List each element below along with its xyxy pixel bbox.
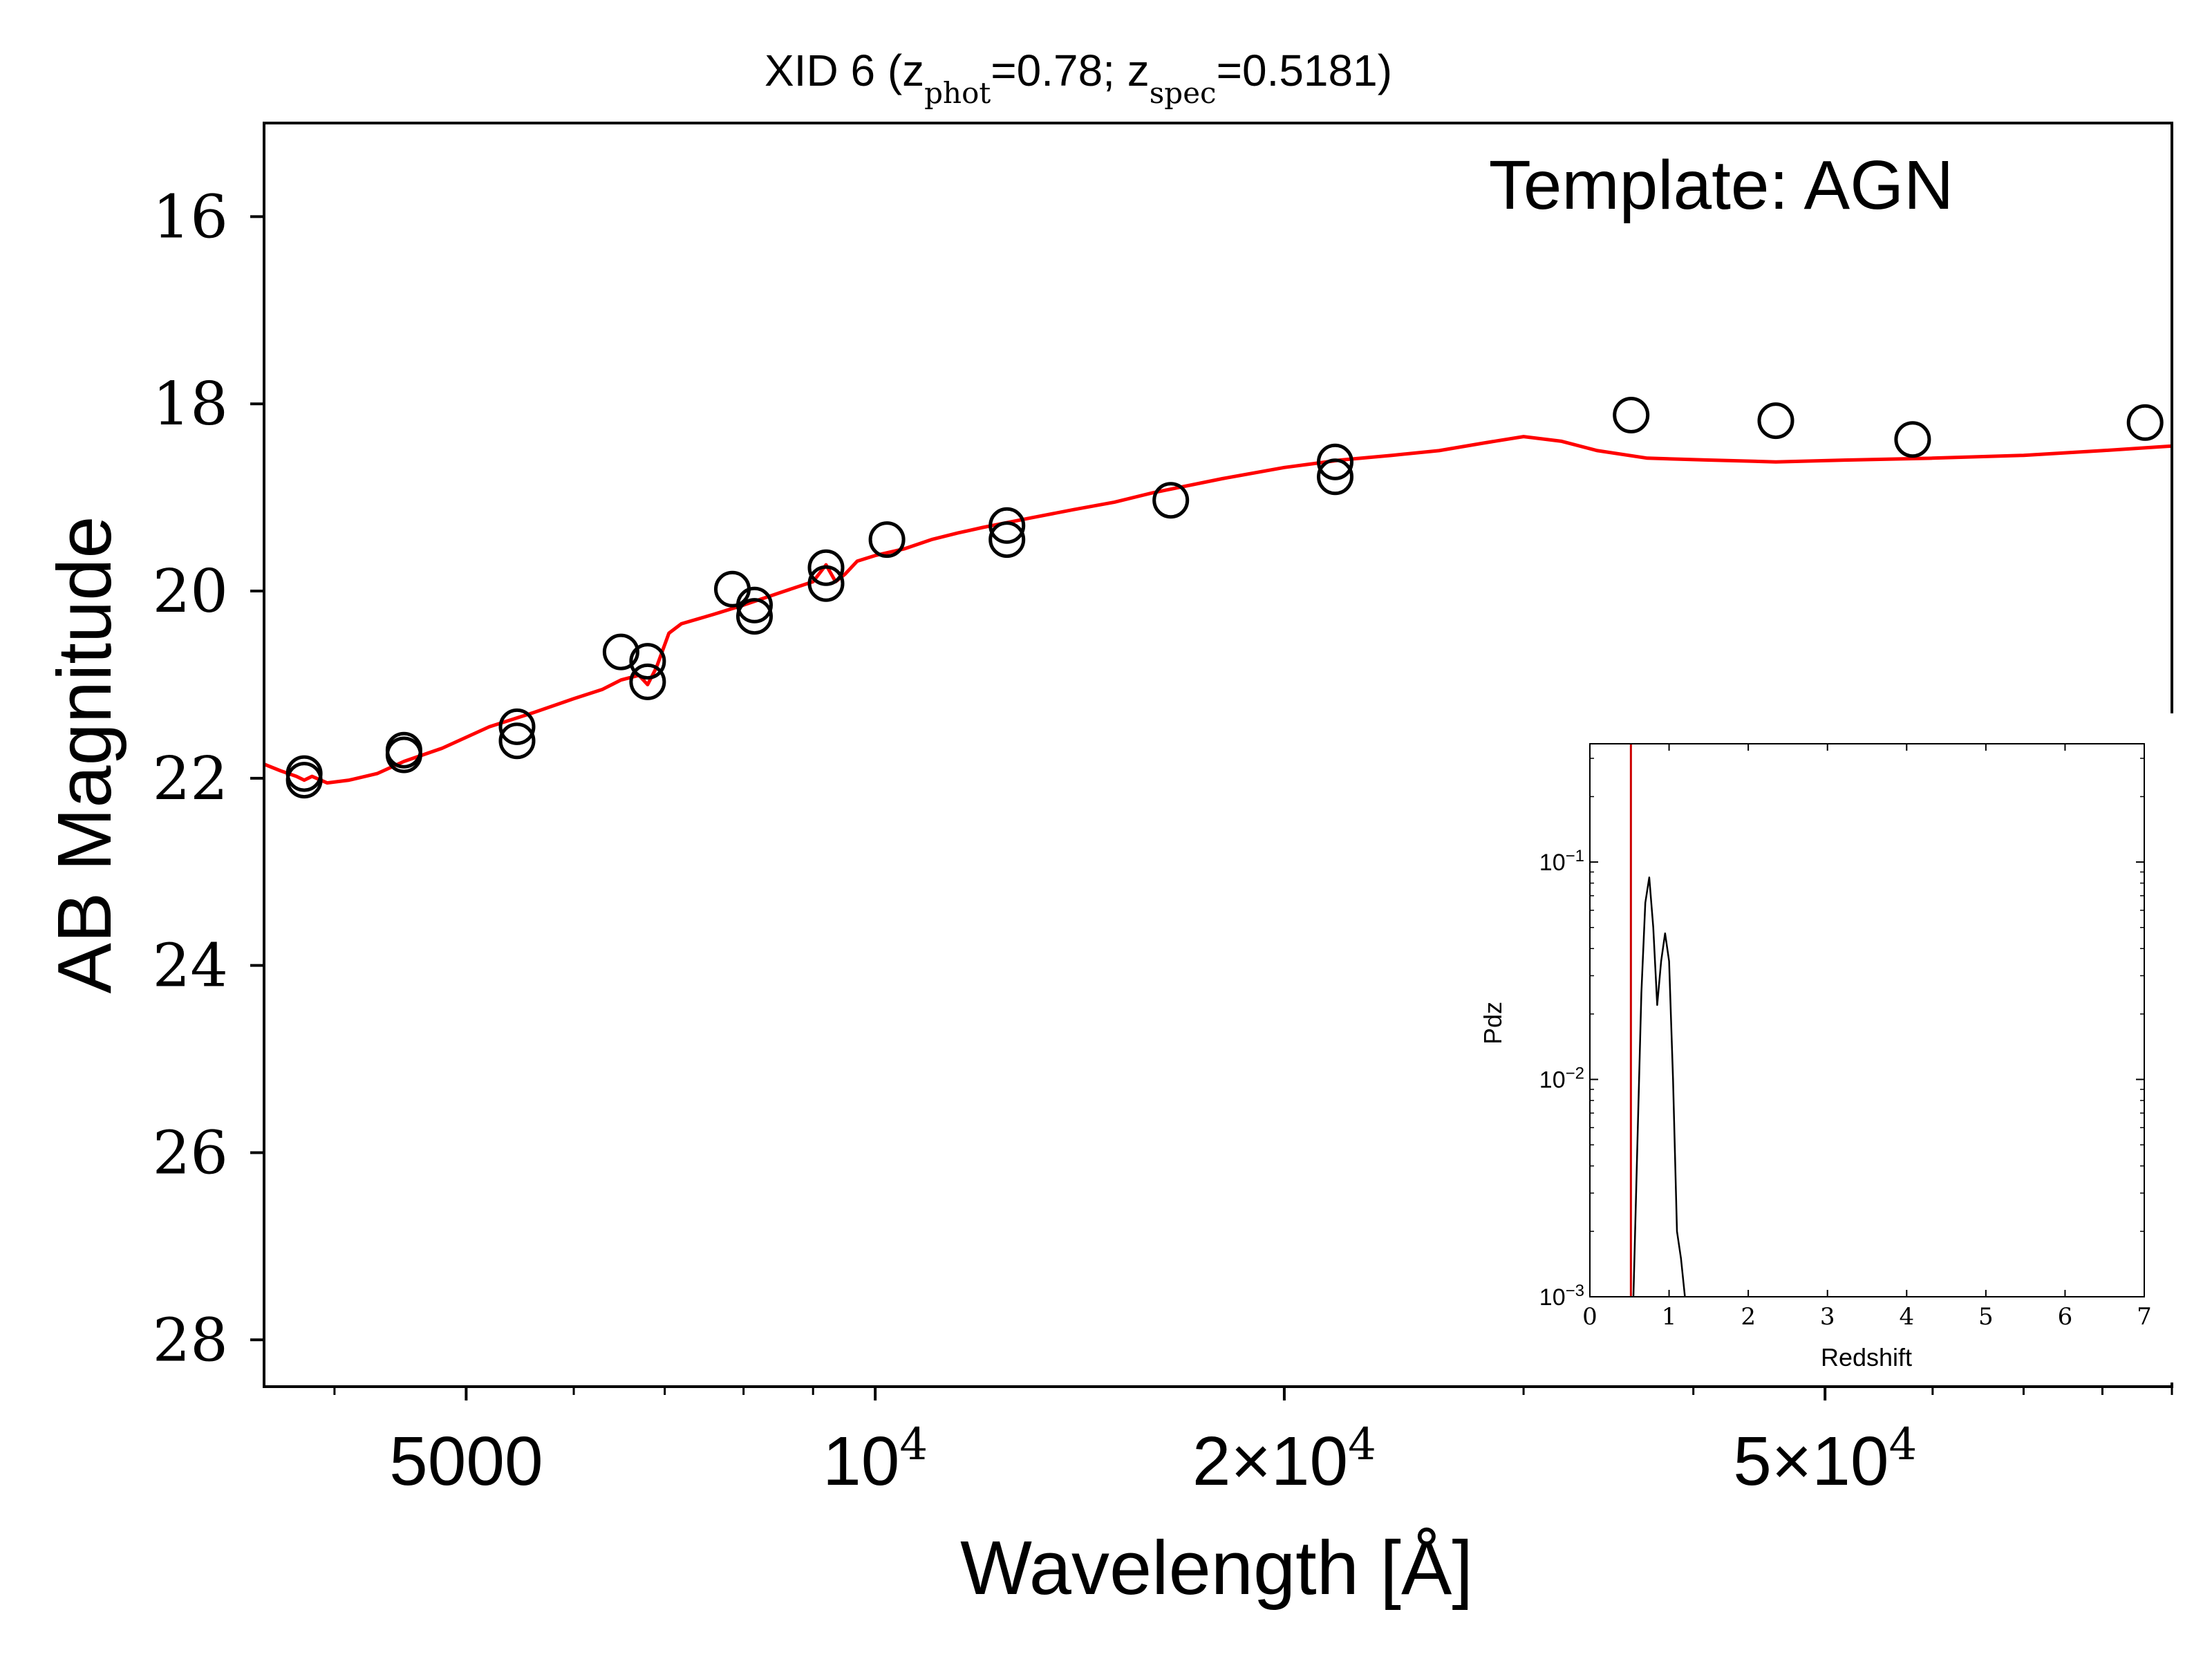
y-tick-label: 20 (153, 557, 228, 626)
photometry-point (498, 722, 536, 760)
y-tick-label: 16 (153, 182, 228, 252)
inset-x-tick-label: 3 (1820, 1303, 1835, 1331)
photometry-point (498, 708, 536, 745)
inset-y-tick-label: 10−3 (1539, 1282, 1584, 1311)
photometry-point (988, 507, 1026, 544)
inset-x-tick-label: 6 (2058, 1303, 2073, 1331)
main-x-ticks: 5000 104 2×104 5×104 (333, 1387, 2173, 1500)
inset-background (1470, 713, 2177, 1382)
inset-y-tick-label: 10−2 (1539, 1064, 1584, 1094)
photometry-point (736, 586, 773, 624)
redshift-pdz-inset: 0 1 2 3 4 5 6 7 10−3 10−2 10−1 Redshift Pdz (1470, 713, 2177, 1382)
photometry-point (988, 521, 1026, 559)
y-tick-label: 28 (153, 1306, 228, 1375)
inset-series-layer (1629, 744, 1686, 1297)
inset-x-tick-label: 1 (1662, 1303, 1677, 1331)
y-tick-label: 26 (153, 1118, 228, 1188)
photometry-point (1757, 402, 1794, 440)
photometry-point (1894, 421, 1931, 458)
inset-x-tick-label: 7 (2137, 1303, 2152, 1331)
inset-y-tick-label: 10−1 (1539, 847, 1584, 877)
photometry-point (807, 549, 845, 586)
inset-x-tick-label: 4 (1899, 1303, 1914, 1331)
template-annotation: Template: AGN (1489, 147, 1954, 224)
photometry-point (629, 643, 666, 680)
x-tick-label: 5×104 (1733, 1419, 1917, 1500)
inset-x-tick-label: 5 (1978, 1303, 1994, 1331)
inset-x-axis-label: Redshift (1821, 1343, 1912, 1371)
inset-y-ticks: 10−3 10−2 10−1 (1539, 758, 2144, 1311)
main-y-ticks: 16 18 20 22 24 26 28 (153, 182, 264, 1375)
chart-title: XID 6 (zphot=0.78; zspec=0.5181) (765, 46, 1392, 110)
x-tick-label: 104 (823, 1419, 928, 1500)
x-tick-label: 5000 (389, 1423, 543, 1500)
photometry-point (807, 565, 845, 602)
main-series-layer (263, 397, 2173, 799)
photometry-point (385, 736, 422, 774)
photometry-point (2126, 404, 2164, 441)
photometry-point (285, 762, 323, 799)
inset-x-tick-label: 0 (1582, 1303, 1597, 1331)
photometry-point (1317, 443, 1353, 480)
main-x-axis-label: Wavelength [Å] (960, 1526, 1473, 1611)
template-fit-line (263, 435, 2173, 785)
photometry-point (736, 598, 773, 635)
y-tick-label: 24 (153, 932, 228, 1001)
y-tick-label: 18 (153, 370, 228, 439)
main-y-axis-label: AB Magnitude (42, 516, 127, 994)
photometry-point (629, 663, 666, 700)
photometry-point (1152, 482, 1190, 519)
y-tick-label: 22 (153, 744, 228, 814)
photometry-point (868, 521, 906, 559)
inset-x-ticks: 0 1 2 3 4 5 6 7 (1582, 744, 2152, 1331)
photometry-point (1317, 458, 1353, 496)
photometry-point (602, 633, 639, 671)
x-tick-label: 2×104 (1192, 1419, 1376, 1500)
inset-plot-frame (1589, 743, 2145, 1297)
inset-x-tick-label: 2 (1741, 1303, 1756, 1331)
pdz-curve (1632, 877, 1686, 1297)
photometry-point (1613, 397, 1650, 433)
inset-y-axis-label: Pdz (1479, 1002, 1507, 1044)
